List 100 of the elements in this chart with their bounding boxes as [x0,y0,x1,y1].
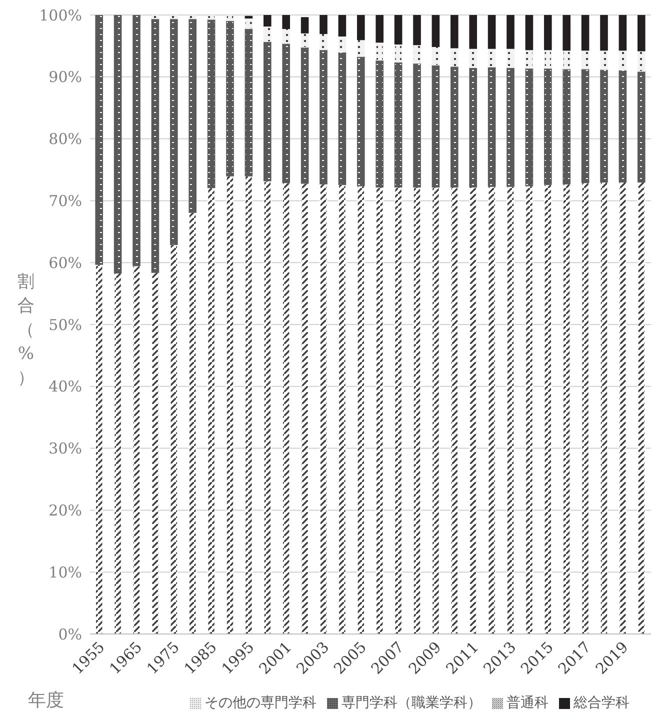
bar [600,50,608,70]
bar [282,28,290,44]
bar [320,15,328,34]
bar [394,186,402,634]
bar [114,15,122,274]
bar [638,182,646,634]
bar [188,18,197,213]
bar [562,50,571,70]
y-tick-label: 30% [48,440,82,458]
bar [226,15,234,21]
bar [450,66,458,188]
bar [413,44,421,64]
bar [544,68,552,186]
bar [469,67,478,188]
bar [170,18,178,246]
bar [506,186,514,634]
bar [338,15,346,36]
legend-label: 専門学科（職業学科） [342,695,482,711]
bar [432,46,440,66]
bar [151,272,160,634]
bar [638,50,646,72]
bar [357,15,365,40]
y-tick-label: 80% [48,130,82,148]
bar [357,185,365,634]
bar [338,52,346,186]
bar [264,180,272,634]
bar [244,18,253,30]
bar [338,184,346,634]
bar [207,15,216,20]
bar [581,50,590,70]
bar [320,33,328,50]
bar [170,15,178,20]
bar [525,185,534,634]
bar [488,186,496,634]
bar [376,42,384,61]
bar [413,15,421,46]
bar [226,176,234,634]
bar [188,15,197,20]
bar [114,272,122,634]
bar [394,62,402,188]
bar [432,186,440,634]
bar [432,15,440,47]
y-tick-label: 60% [48,254,82,272]
bar [394,44,402,62]
legend-label: 普通科 [506,695,548,711]
bar [244,176,253,634]
bar [188,212,197,634]
bar [618,70,627,183]
bar [282,182,290,634]
bar [506,67,514,187]
bar [338,36,346,53]
bar [264,41,272,182]
bar [244,28,253,176]
bar [95,15,104,265]
bar [600,15,608,51]
bar [618,182,627,634]
bar [413,62,421,188]
bar [264,26,272,42]
bar [151,15,160,20]
bar [600,69,608,183]
y-tick-label: 70% [48,192,82,210]
bar [469,15,478,49]
bar [638,15,646,52]
y-tick-label: 0% [58,625,82,644]
bar [506,15,514,49]
y-tick-label: 40% [48,378,82,396]
bar [300,46,309,184]
bar [544,49,552,69]
bar [376,186,384,634]
legend-label: 総合学科 [574,695,630,711]
bar [506,48,514,68]
bar [562,15,571,51]
bar [132,15,140,266]
bar [469,48,478,68]
bar [488,66,496,187]
bar [300,17,309,34]
bar [638,70,646,183]
bar [357,56,365,186]
bar [581,68,590,184]
bar [544,184,552,634]
bar [450,15,458,48]
bar [562,68,571,184]
bar [132,265,140,634]
bar [170,244,178,634]
bar [525,68,534,186]
x-axis-title: 年度 [28,689,64,712]
bar [562,184,571,634]
bar [264,15,272,27]
bar [300,32,309,48]
bar [488,15,496,49]
bar [207,18,216,188]
bar [581,182,590,634]
bar [376,15,384,43]
bar [469,186,478,634]
bar [300,182,309,634]
y-tick-label: 20% [48,502,82,520]
bar [432,64,440,188]
y-tick-label: 100% [39,6,82,24]
bar [618,50,627,70]
bar [618,15,627,51]
